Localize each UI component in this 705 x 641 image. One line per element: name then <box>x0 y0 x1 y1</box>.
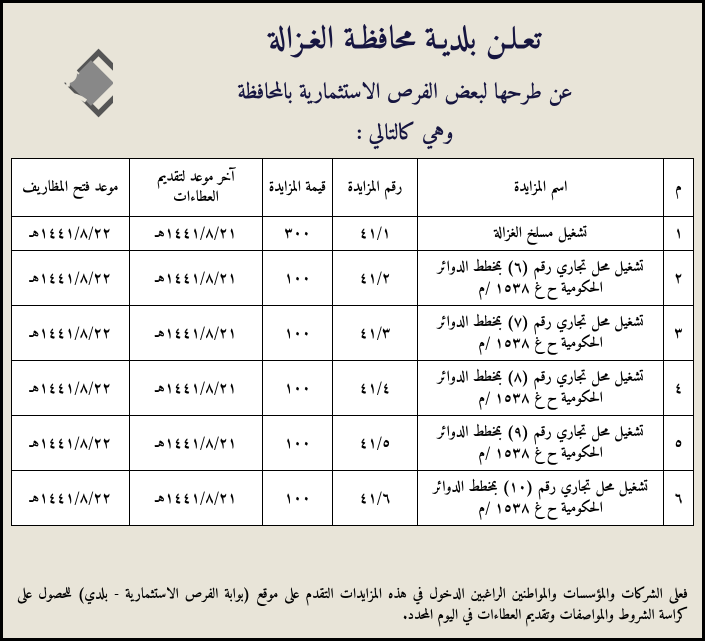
col-header-ref: رقم المزايدة <box>332 159 418 217</box>
announcement-container: تعـلـن بلديـة محافظـة الغـزالة عن طرحها … <box>0 0 705 641</box>
title-line-1: تعـلـن بلديـة محافظـة الغـزالة <box>128 13 682 69</box>
cell-value: ١٠٠ <box>263 251 332 306</box>
cell-name: تشغيل مسلخ الغزالة <box>418 217 664 251</box>
cell-ref: ٤١/٢ <box>332 251 418 306</box>
cell-value: ١٠٠ <box>263 416 332 471</box>
col-header-num: م <box>664 159 694 217</box>
cell-open: ١٤٤١/٨/٢٢هـ <box>12 361 130 416</box>
cell-deadline: ١٤٤١/٨/٢١هـ <box>129 306 263 361</box>
col-header-open: موعد فتح المظاريف <box>12 159 130 217</box>
table-wrapper: م اسم المزايدة رقم المزايدة قيمة المزايد… <box>3 158 702 577</box>
municipality-logo-icon <box>23 38 113 128</box>
cell-deadline: ١٤٤١/٨/٢١هـ <box>129 361 263 416</box>
table-row: ٢تشغيل محل تجاري رقم (٦) بمخطط الدوائر ا… <box>12 251 694 306</box>
cell-ref: ٤١/٥ <box>332 416 418 471</box>
table-row: ٤تشغيل محل تجاري رقم (٨) بمخطط الدوائر ا… <box>12 361 694 416</box>
cell-num: ٥ <box>664 416 694 471</box>
header: تعـلـن بلديـة محافظـة الغـزالة عن طرحها … <box>3 3 702 158</box>
table-row: ٣تشغيل محل تجاري رقم (٧) بمخطط الدوائر ا… <box>12 306 694 361</box>
footer-note: فعلى الشركات والمؤسسات والمواطنين الراغب… <box>3 577 702 639</box>
cell-deadline: ١٤٤١/٨/٢١هـ <box>129 217 263 251</box>
col-header-name: اسم المزايدة <box>418 159 664 217</box>
table-body: ١تشغيل مسلخ الغزالة٤١/١٣٠٠١٤٤١/٨/٢١هـ١٤٤… <box>12 217 694 526</box>
opportunities-table: م اسم المزايدة رقم المزايدة قيمة المزايد… <box>11 158 694 526</box>
cell-open: ١٤٤١/٨/٢٢هـ <box>12 251 130 306</box>
cell-name: تشغيل محل تجاري رقم (٦) بمخطط الدوائر ال… <box>418 251 664 306</box>
cell-open: ١٤٤١/٨/٢٢هـ <box>12 306 130 361</box>
cell-value: ١٠٠ <box>263 471 332 526</box>
cell-open: ١٤٤١/٨/٢٢هـ <box>12 217 130 251</box>
table-row: ١تشغيل مسلخ الغزالة٤١/١٣٠٠١٤٤١/٨/٢١هـ١٤٤… <box>12 217 694 251</box>
table-header-row: م اسم المزايدة رقم المزايدة قيمة المزايد… <box>12 159 694 217</box>
cell-value: ١٠٠ <box>263 306 332 361</box>
cell-name: تشغيل محل تجاري رقم (٩) بمخطط الدوائر ال… <box>418 416 664 471</box>
cell-deadline: ١٤٤١/٨/٢١هـ <box>129 416 263 471</box>
col-header-deadline: آخر موعد لتقديم العطاءات <box>129 159 263 217</box>
table-row: ٥تشغيل محل تجاري رقم (٩) بمخطط الدوائر ا… <box>12 416 694 471</box>
cell-num: ٣ <box>664 306 694 361</box>
cell-num: ٦ <box>664 471 694 526</box>
cell-deadline: ١٤٤١/٨/٢١هـ <box>129 471 263 526</box>
cell-value: ٣٠٠ <box>263 217 332 251</box>
title-line-2: عن طرحها لبعض الفرص الاستثمارية بالمحافظ… <box>128 73 682 112</box>
cell-deadline: ١٤٤١/٨/٢١هـ <box>129 251 263 306</box>
cell-name: تشغيل محل تجاري رقم (١٠) بمخطط الدوائر ا… <box>418 471 664 526</box>
cell-name: تشغيل محل تجاري رقم (٨) بمخطط الدوائر ال… <box>418 361 664 416</box>
cell-name: تشغيل محل تجاري رقم (٧) بمخطط الدوائر ال… <box>418 306 664 361</box>
cell-num: ٤ <box>664 361 694 416</box>
table-row: ٦تشغيل محل تجاري رقم (١٠) بمخطط الدوائر … <box>12 471 694 526</box>
cell-ref: ٤١/٣ <box>332 306 418 361</box>
cell-open: ١٤٤١/٨/٢٢هـ <box>12 471 130 526</box>
col-header-value: قيمة المزايدة <box>263 159 332 217</box>
header-text: تعـلـن بلديـة محافظـة الغـزالة عن طرحها … <box>128 13 682 153</box>
cell-ref: ٤١/٤ <box>332 361 418 416</box>
title-line-3: وهي كالتالي : <box>128 114 682 153</box>
cell-ref: ٤١/٦ <box>332 471 418 526</box>
cell-num: ١ <box>664 217 694 251</box>
cell-num: ٢ <box>664 251 694 306</box>
cell-open: ١٤٤١/٨/٢٢هـ <box>12 416 130 471</box>
cell-value: ١٠٠ <box>263 361 332 416</box>
cell-ref: ٤١/١ <box>332 217 418 251</box>
